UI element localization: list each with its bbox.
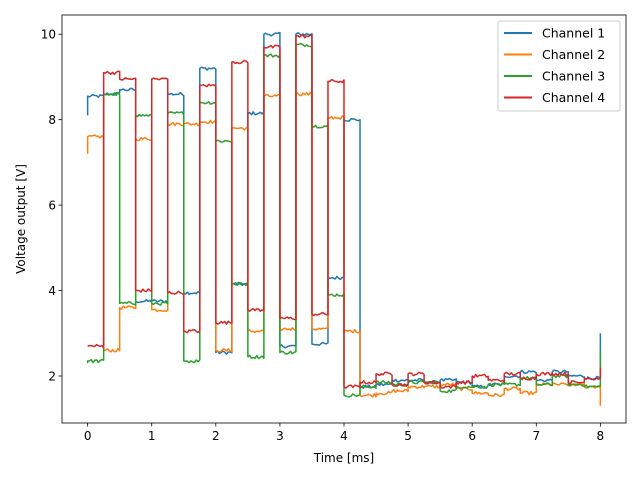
y-tick: 10 bbox=[41, 28, 62, 42]
y-tick: 8 bbox=[48, 113, 62, 127]
y-tick-label: 6 bbox=[48, 199, 56, 213]
x-tick: 5 bbox=[404, 423, 412, 443]
x-axis-label: Time [ms] bbox=[313, 451, 375, 465]
x-tick: 8 bbox=[597, 423, 605, 443]
legend-entry: Channel 2 bbox=[504, 47, 605, 62]
x-tick-label: 1 bbox=[148, 429, 156, 443]
legend-entry: Channel 4 bbox=[504, 90, 605, 105]
x-tick-label: 7 bbox=[532, 429, 540, 443]
legend-label: Channel 1 bbox=[542, 26, 605, 41]
y-tick-label: 8 bbox=[48, 113, 56, 127]
y-tick: 4 bbox=[48, 284, 62, 298]
y-axis-ticks: 2 4 6 8 10 bbox=[41, 28, 62, 384]
x-tick-label: 3 bbox=[276, 429, 284, 443]
x-tick-label: 8 bbox=[597, 429, 605, 443]
x-tick-label: 2 bbox=[212, 429, 220, 443]
x-tick: 6 bbox=[468, 423, 476, 443]
x-tick: 2 bbox=[212, 423, 220, 443]
legend: Channel 1 Channel 2 Channel 3 Channel 4 bbox=[497, 20, 621, 112]
legend-label: Channel 3 bbox=[542, 69, 605, 84]
y-tick: 6 bbox=[48, 199, 62, 213]
series-layer bbox=[86, 31, 602, 406]
y-tick: 2 bbox=[48, 370, 62, 384]
legend-label: Channel 4 bbox=[542, 90, 605, 105]
x-tick-label: 0 bbox=[84, 429, 92, 443]
x-axis-ticks: 0 1 2 3 4 5 6 7 8 bbox=[84, 423, 604, 443]
x-tick-label: 6 bbox=[468, 429, 476, 443]
legend-box bbox=[497, 20, 621, 112]
x-tick: 4 bbox=[340, 423, 348, 443]
legend-entry: Channel 1 bbox=[504, 26, 605, 41]
x-tick-label: 4 bbox=[340, 429, 348, 443]
x-tick-label: 5 bbox=[404, 429, 412, 443]
x-tick: 0 bbox=[84, 423, 92, 443]
y-tick-label: 2 bbox=[48, 370, 56, 384]
series-line-channel-4 bbox=[87, 34, 602, 389]
y-tick-label: 4 bbox=[48, 284, 56, 298]
y-axis-label: Voltage output [V] bbox=[14, 164, 28, 274]
x-tick: 3 bbox=[276, 423, 284, 443]
y-tick-label: 10 bbox=[41, 28, 56, 42]
x-tick: 1 bbox=[148, 423, 156, 443]
legend-entry: Channel 3 bbox=[504, 69, 605, 84]
x-tick: 7 bbox=[532, 423, 540, 443]
legend-label: Channel 2 bbox=[542, 47, 605, 62]
